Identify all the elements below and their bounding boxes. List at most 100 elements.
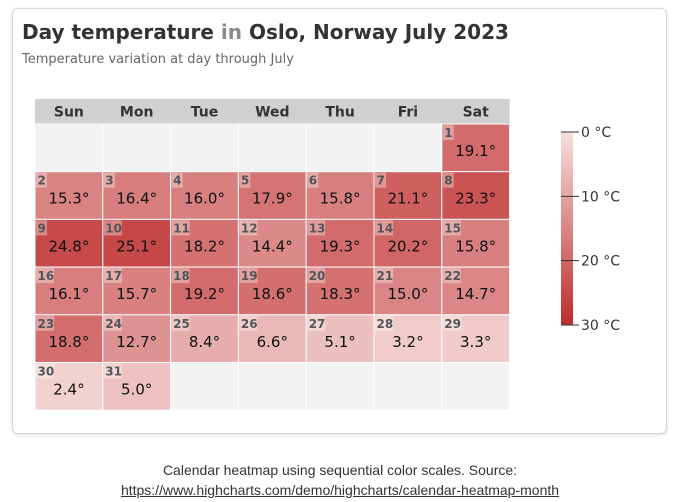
day-number-bg [36,220,47,236]
day-number: 18 [173,269,190,283]
temperature-label: 16.1° [48,285,89,303]
day-number: 14 [377,221,394,235]
day-cell [305,218,375,268]
day-cell [102,218,172,268]
calendar-heatmap: Sun Mon Tue Wed Thu Fri Sat 119.1° 215.3° 316.4° 4… [34,99,620,411]
day-number-bg [171,268,190,284]
day-number: 15 [444,221,461,235]
day-number: 21 [377,269,394,283]
day-number: 8 [444,174,452,188]
day-number: 12 [241,221,258,235]
day-number: 28 [377,317,394,331]
day-number: 3 [105,174,113,188]
legend-tick-label: 30 °C [581,318,620,334]
caption-text: Calendar heatmap using sequential color … [162,462,518,478]
title-connector: in [220,20,242,44]
temperature-label: 15.7° [116,285,157,303]
day-number: 5 [241,174,249,188]
temperature-label: 5.1° [324,333,355,351]
empty-cell [237,362,307,411]
day-number-bg [375,315,393,331]
day-number: 26 [241,317,258,331]
temperature-label: 14.4° [252,237,293,255]
temperature-label: 3.2° [392,333,423,351]
day-number-bg [239,220,258,236]
day-cell [373,266,443,316]
day-cell [305,314,375,363]
day-cell [305,266,375,316]
day-number-bg [36,315,54,331]
day-number-bg [375,220,393,236]
day-cell [34,171,104,220]
day-number: 19 [241,269,258,283]
day-number: 4 [173,174,181,188]
day-number-bg [442,315,461,331]
day-cell [373,218,443,268]
temperature-label: 25.1° [116,237,157,255]
color-scale-bar [561,132,573,325]
color-legend: 0 °C 10 °C 20 °C 30 °C [561,125,620,334]
day-number: 17 [105,269,122,283]
weekday-label: Sat [463,105,490,121]
source-link[interactable]: https://www.highcharts.com/demo/highchar… [120,482,560,498]
temperature-label: 23.3° [455,190,496,208]
day-number-bg [171,315,190,331]
day-number: 6 [309,174,317,188]
empty-cell [34,123,104,173]
day-number-bg [442,220,461,236]
day-cell [441,218,511,268]
day-cell [237,266,307,316]
day-number: 1 [444,126,452,140]
calendar-grid: Sun Mon Tue Wed Thu Fri Sat 119.1° 215.3° 316.4° 4… [34,99,511,411]
day-cell [441,266,511,316]
day-number-bg [36,172,47,188]
temperature-label: 19.1° [455,142,496,160]
legend-tick-label: 20 °C [581,254,620,270]
temperature-label: 15.8° [320,190,361,208]
figure-caption: Calendar heatmap using sequential color … [0,460,680,500]
day-number-bg [442,268,461,284]
day-number: 16 [38,269,55,283]
day-cell [441,123,511,173]
day-number: 10 [105,221,122,235]
temperature-label: 15.0° [387,285,428,303]
day-number-bg [239,268,258,284]
day-number: 11 [173,221,190,235]
temperature-label: 5.0° [121,381,152,399]
day-number: 31 [105,365,122,379]
weekday-label: Wed [255,105,289,121]
day-number: 2 [38,174,46,188]
temperature-label: 21.1° [387,190,428,208]
temperature-label: 16.4° [116,190,157,208]
temperature-label: 2.4° [53,381,84,399]
temperature-label: 19.3° [320,237,361,255]
temperature-label: 12.7° [116,333,157,351]
chart-title: Day temperature in Oslo, Norway July 202… [22,20,509,44]
day-cell [102,266,172,316]
day-cell [373,314,443,363]
day-number: 27 [309,317,326,331]
weekday-label: Thu [325,105,354,121]
day-number-bg [103,220,122,236]
day-number: 24 [105,317,122,331]
day-number: 29 [444,317,461,331]
title-suffix: Oslo, Norway July 2023 [248,20,509,44]
empty-cell [305,123,375,173]
day-number-bg [103,268,122,284]
day-number-bg [103,363,122,379]
temperature-label: 16.0° [184,190,225,208]
day-number-bg [239,315,258,331]
day-number: 20 [309,269,326,283]
day-number: 7 [377,174,385,188]
temperature-label: 20.2° [387,237,428,255]
empty-cell [305,362,375,411]
day-number: 13 [309,221,326,235]
day-number-bg [307,220,326,236]
temperature-label: 8.4° [189,333,220,351]
day-cell [170,314,239,363]
day-cell [237,218,307,268]
legend-tick-label: 0 °C [581,125,611,141]
temperature-label: 19.2° [184,285,225,303]
temperature-label: 18.8° [48,333,89,351]
weekday-label: Mon [120,105,154,121]
